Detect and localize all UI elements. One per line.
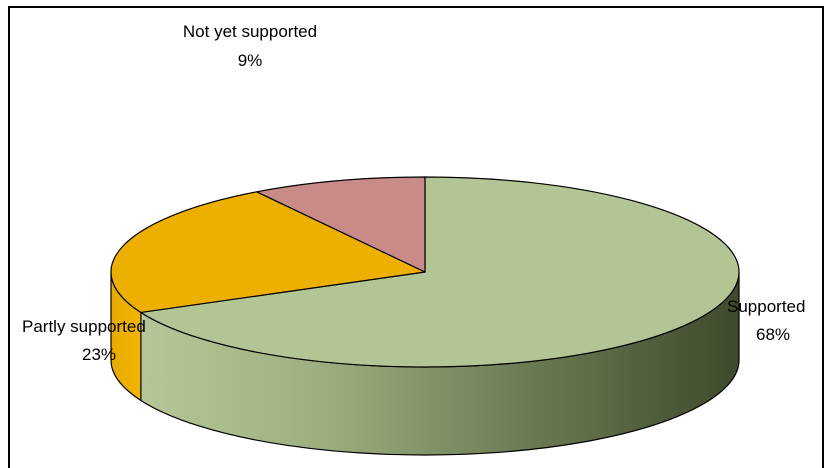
pie-labels: Not yet supported 9% Partly supported 23… bbox=[22, 22, 805, 364]
slice-label-not-yet-supported: Not yet supported bbox=[183, 22, 317, 41]
slice-supported bbox=[140, 176, 740, 368]
chart-border bbox=[8, 6, 824, 468]
slice-not-yet-supported bbox=[256, 176, 426, 273]
pie-tops bbox=[110, 176, 740, 368]
slice-value-supported: 68% bbox=[756, 325, 790, 344]
slice-value-not-yet-supported: 9% bbox=[238, 51, 263, 70]
slice-label-supported: Supported bbox=[727, 297, 805, 316]
slice-label-partly-supported: Partly supported bbox=[22, 317, 146, 336]
slice-value-partly-supported: 23% bbox=[82, 345, 116, 364]
slice-partly-supported bbox=[110, 191, 426, 314]
